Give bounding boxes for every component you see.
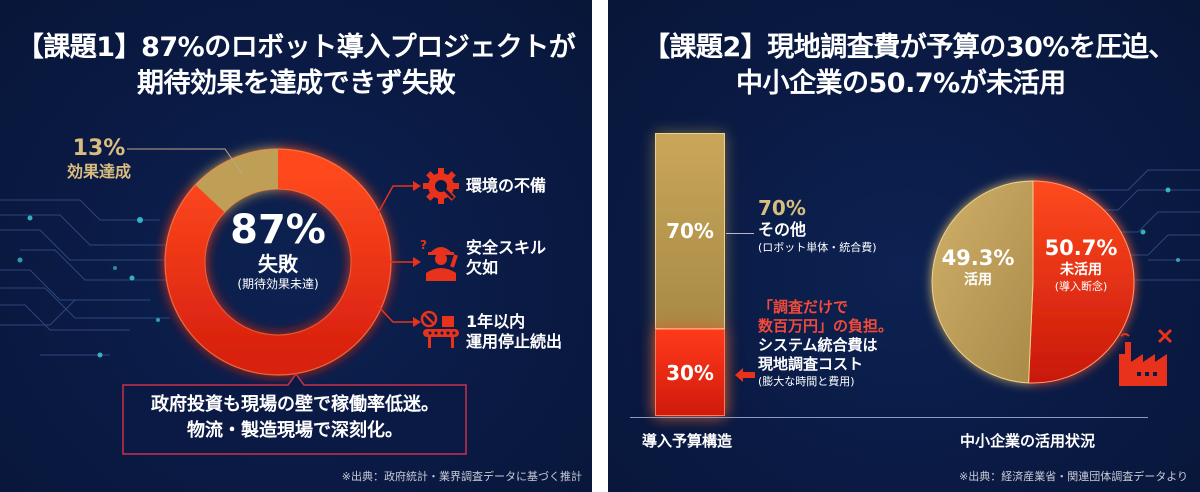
bar-segment-other: 70% <box>655 133 725 329</box>
reason-3-line2: 運用停止続出 <box>466 332 563 351</box>
left-title-line2: 期待効果を達成できず失敗 <box>137 68 456 99</box>
left-title-line1: 【課題1】87%のロボット導入プロジェクトが <box>16 32 576 63</box>
right-source-note: ※出典：経済産業省・関連団体調査データより <box>959 470 1188 483</box>
bar-other-value: 70% <box>666 219 714 243</box>
other-leader-line <box>726 233 754 234</box>
pie-unused-segment <box>1028 180 1135 384</box>
stopped-conveyor-icon <box>420 310 459 348</box>
survey-sub: (膨大な時間と費用) <box>758 375 855 388</box>
donut-center-value: 87% <box>230 207 326 253</box>
arrow-left-icon <box>735 368 755 382</box>
bar-segment-survey: 30% <box>655 329 725 416</box>
chart-baseline <box>630 417 1148 418</box>
left-panel: 【課題1】87%のロボット導入プロジェクトが 期待効果を達成できず失敗 87% … <box>0 0 592 492</box>
budget-stacked-bar: 70% 30% <box>655 133 725 416</box>
pie-used-segment <box>931 180 1034 384</box>
left-source-note: ※出典：政府統計・業界調査データに基づく推計 <box>341 470 582 483</box>
circuit-background-decoration <box>0 199 190 358</box>
factory-cross-icon <box>1119 328 1173 386</box>
usage-pie-chart <box>931 180 1135 384</box>
confused-worker-icon: ? <box>420 238 458 281</box>
pie-unused-value: 50.7% <box>1044 236 1118 260</box>
pie-used-value: 49.3% <box>941 246 1015 270</box>
success-value: 13% <box>72 136 126 161</box>
success-label: 効果達成 <box>66 162 131 181</box>
donut-success-segment <box>195 149 279 213</box>
quote-line2: 数百万円」の負担。 <box>758 317 894 335</box>
other-sub: (ロボット単体・統合費) <box>758 241 877 254</box>
callout-box-frame <box>122 372 467 455</box>
pie-caption: 中小企業の活用状況 <box>960 432 1096 450</box>
donut-center-sub: (期待効果未達) <box>237 277 319 291</box>
donut-center-label: 失敗 <box>258 252 298 276</box>
survey-line1: システム統合費は <box>758 336 878 354</box>
svg-text:?: ? <box>420 238 427 252</box>
other-value: 70% <box>758 196 806 220</box>
pie-unused-sub: (導入断念) <box>1054 280 1108 293</box>
pie-used-label: 活用 <box>964 272 992 288</box>
survey-line2: 現地調査コスト <box>758 355 864 373</box>
bar-survey-value: 30% <box>666 360 714 385</box>
success-leader-line <box>127 148 244 176</box>
callout-line1: 政府投資も現場の壁で稼働率低迷。 <box>151 394 439 415</box>
failure-donut-chart <box>164 148 392 376</box>
reason-2-line1: 安全スキル <box>466 238 547 257</box>
pie-unused-label: 未活用 <box>1060 262 1102 278</box>
other-label: その他 <box>758 220 807 239</box>
reason-2-line2: 欠如 <box>466 258 499 277</box>
callout-line2: 物流・製造現場で深刻化。 <box>187 420 403 441</box>
reason-3-line1: 1年以内 <box>466 312 526 331</box>
right-title-line1: 【課題2】現地調査費が予算の30%を圧迫、 <box>643 32 1175 63</box>
gear-wrench-icon <box>423 168 459 204</box>
quote-line1: 「調査だけで <box>758 298 849 316</box>
right-panel: 【課題2】現地調査費が予算の30%を圧迫、 中小企業の50.7%が未活用 70%… <box>608 0 1200 492</box>
right-title-line2: 中小企業の50.7%が未活用 <box>736 68 1066 99</box>
bar-caption: 導入予算構造 <box>642 432 733 450</box>
reason-connectors <box>376 181 421 327</box>
reason-1-text: 環境の不備 <box>466 176 547 195</box>
